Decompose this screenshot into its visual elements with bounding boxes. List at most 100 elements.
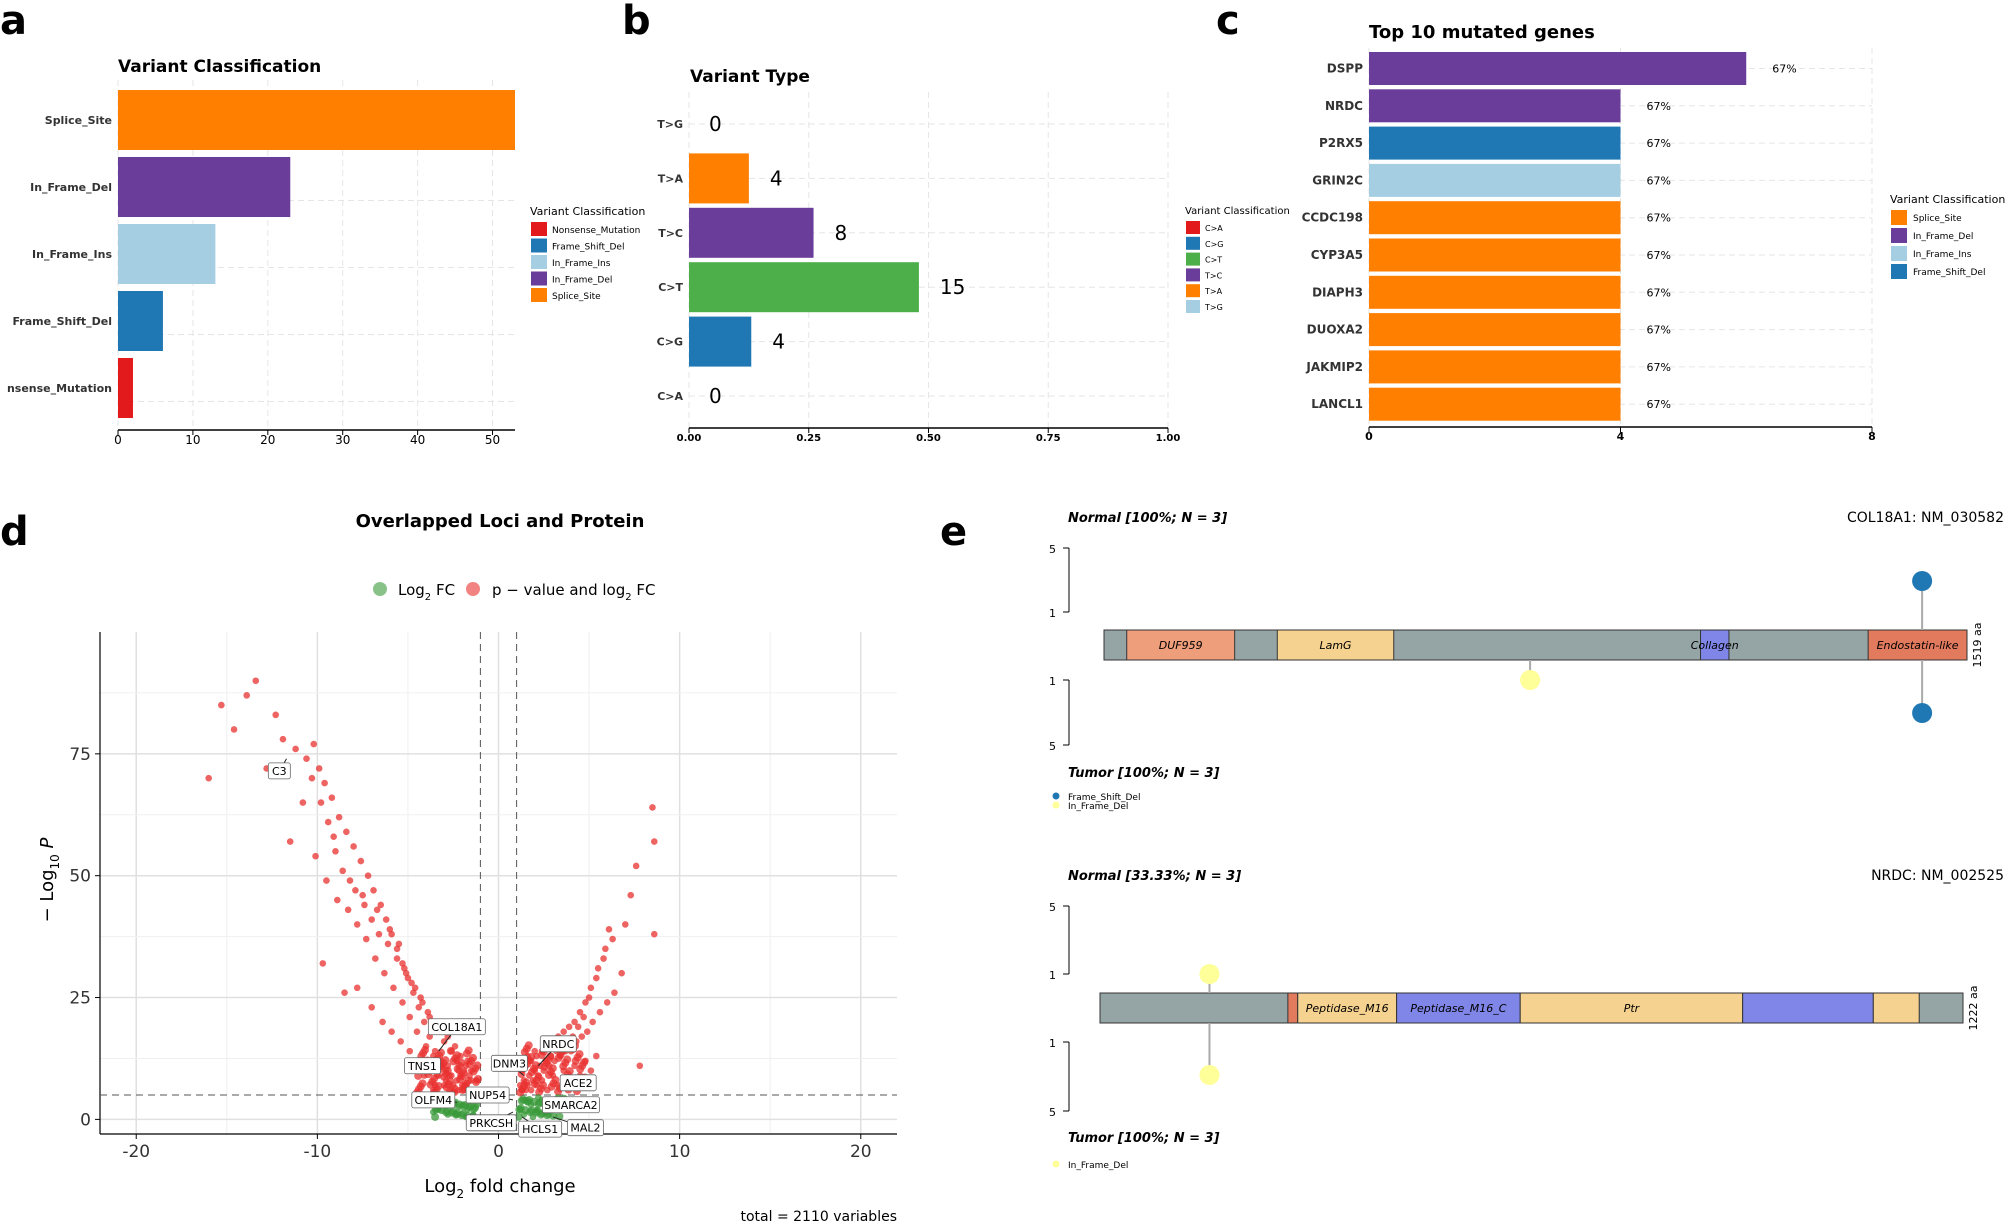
chart-c-category-label: NRDC (1325, 99, 1363, 113)
chart-d-label-box (518, 1120, 563, 1138)
chart-d-x-tick-label: 10 (669, 1142, 691, 1162)
chart-d-point-red (469, 1053, 478, 1062)
chart-c-legend-swatch (1891, 210, 1907, 225)
chart-d-point-red (565, 1023, 573, 1031)
chart-d-point-red (359, 891, 366, 899)
chart-d-point-red (520, 1077, 528, 1084)
lollipop-tick-label: 1 (1049, 969, 1056, 982)
chart-d-point-red (346, 877, 354, 884)
chart-c-pct-label: 67% (1647, 286, 1671, 299)
chart-d-point-red (464, 1057, 472, 1065)
chart-b-legend-label: C>G (1205, 240, 1224, 249)
chart-d-gene-label: OLFM4 (414, 1094, 452, 1107)
chart-a-legend-swatch (531, 238, 547, 253)
chart-c-legend-swatch (1891, 228, 1907, 243)
chart-d-y-tick-label: 50 (69, 867, 91, 887)
lollipop-legend-label: Frame_Shift_Del (1068, 793, 1140, 803)
chart-c-legend-label: In_Frame_Del (1913, 232, 1973, 242)
lollipop-domain-label: Peptidase_M16_C (1410, 1002, 1506, 1015)
chart-c-legend-swatch (1891, 264, 1907, 279)
chart-d-point-red (328, 794, 336, 802)
chart-d-point-red (565, 1067, 574, 1076)
chart-d-point-red (551, 1057, 558, 1065)
lollipop-domain (1287, 992, 1299, 1024)
chart-b-bar-3 (689, 262, 919, 313)
chart-d-point-red (549, 1072, 557, 1079)
chart-d-point-red (319, 960, 327, 967)
chart-b-data-label: 4 (772, 330, 785, 354)
chart-d-point-red (446, 1072, 453, 1079)
chart-c-category-label: LANCL1 (1311, 397, 1363, 411)
chart-d-point-red (589, 1018, 596, 1026)
chart-a-x-tick-label: 40 (410, 433, 425, 447)
chart-d-point-red (399, 999, 406, 1006)
chart-d-point-red (574, 1023, 582, 1031)
chart-a-x-tick-label: 30 (335, 433, 350, 447)
chart-d-point-red (310, 740, 318, 748)
legend-text: p − value and log (492, 581, 625, 599)
chart-b-data-label: 8 (835, 221, 848, 245)
chart-d-point-red (308, 774, 316, 782)
chart-d-point-red (600, 955, 607, 962)
chart-d-label-box (427, 1018, 486, 1036)
chart-d-point-red (323, 877, 330, 884)
chart-d-point-red (321, 779, 328, 787)
chart-d-point-red (593, 974, 600, 982)
chart-d-point-red (531, 1047, 539, 1055)
chart-d-point-red (390, 984, 397, 992)
chart-d-point-green (455, 1103, 462, 1111)
chart-a-legend-swatch (531, 288, 547, 302)
chart-d-point-red (464, 1046, 473, 1055)
chart-d-point-red (317, 799, 325, 806)
chart-d-label-box (465, 1114, 517, 1132)
lollipop-head-normal (1199, 964, 1220, 984)
chart-d-point-red (544, 1086, 551, 1094)
chart-d-point-red (344, 906, 352, 914)
chart-d-legend-marker-pvalue (466, 582, 480, 596)
lollipop-domain-label: Collagen (1691, 639, 1739, 652)
chart-d-point-red (420, 1018, 428, 1026)
chart-d-gene-label: ACE2 (564, 1077, 593, 1090)
chart-d-point-red (333, 896, 341, 904)
chart-d-point-green (533, 1106, 540, 1113)
chart-d-gene-label: COL18A1 (431, 1021, 482, 1034)
lollipop-tumor-label: Tumor [100%; N = 3] (1068, 1131, 1220, 1146)
chart-d-point-red (377, 901, 385, 909)
chart-d-point-red (603, 999, 611, 1006)
chart-d-point-red (527, 1057, 535, 1065)
chart-c-bar-2 (1369, 126, 1621, 160)
chart-d-point-red (437, 1048, 446, 1057)
chart-c-bar-8 (1369, 350, 1621, 384)
chart-b-bar-1 (689, 153, 749, 204)
chart-c-category-label: DUOXA2 (1307, 323, 1363, 337)
chart-d-y-axis-label: − Log10 P (37, 837, 62, 922)
chart-a-x-tick-label: 0 (114, 433, 122, 447)
chart-b-legend-label: T>A (1204, 287, 1223, 296)
chart-d-point-red (406, 1013, 414, 1021)
chart-d-point-red (357, 857, 365, 865)
lollipop-domain (1276, 629, 1395, 661)
chart-d-point-red (609, 935, 616, 943)
lollipop-domain-label: DUF959 (1159, 639, 1203, 652)
chart-d-point-red (535, 1072, 542, 1079)
chart-c-category-label: GRIN2C (1312, 173, 1363, 187)
chart-c-category-label: JAKMIP2 (1305, 360, 1363, 374)
chart-d-x-axis-label: Log2 fold change (424, 1176, 575, 1201)
lollipop-length-label: 1519 aa (1971, 623, 1984, 668)
chart-d-point-red (341, 989, 348, 996)
chart-a-legend-title: Variant Classification (530, 205, 645, 218)
chart-c-category-label: DIAPH3 (1312, 285, 1363, 299)
lollipop-legend-marker (1052, 792, 1060, 800)
chart-b-legend-label: C>T (1205, 256, 1222, 265)
chart-d-label-box (465, 1086, 510, 1104)
chart-d-point-red (444, 1062, 452, 1070)
chart-d-point-red (230, 726, 238, 733)
chart-d-point-red (388, 1028, 395, 1035)
lollipop-tick-label: 1 (1049, 607, 1056, 620)
chart-d-gene-label: PRKCSH (469, 1117, 513, 1130)
chart-d-point-red (332, 848, 339, 855)
chart-d-point-red (571, 1018, 578, 1026)
chart-d-point-red (649, 804, 656, 811)
chart-d-point-red (529, 1077, 537, 1084)
chart-d-point-red (578, 1033, 586, 1040)
